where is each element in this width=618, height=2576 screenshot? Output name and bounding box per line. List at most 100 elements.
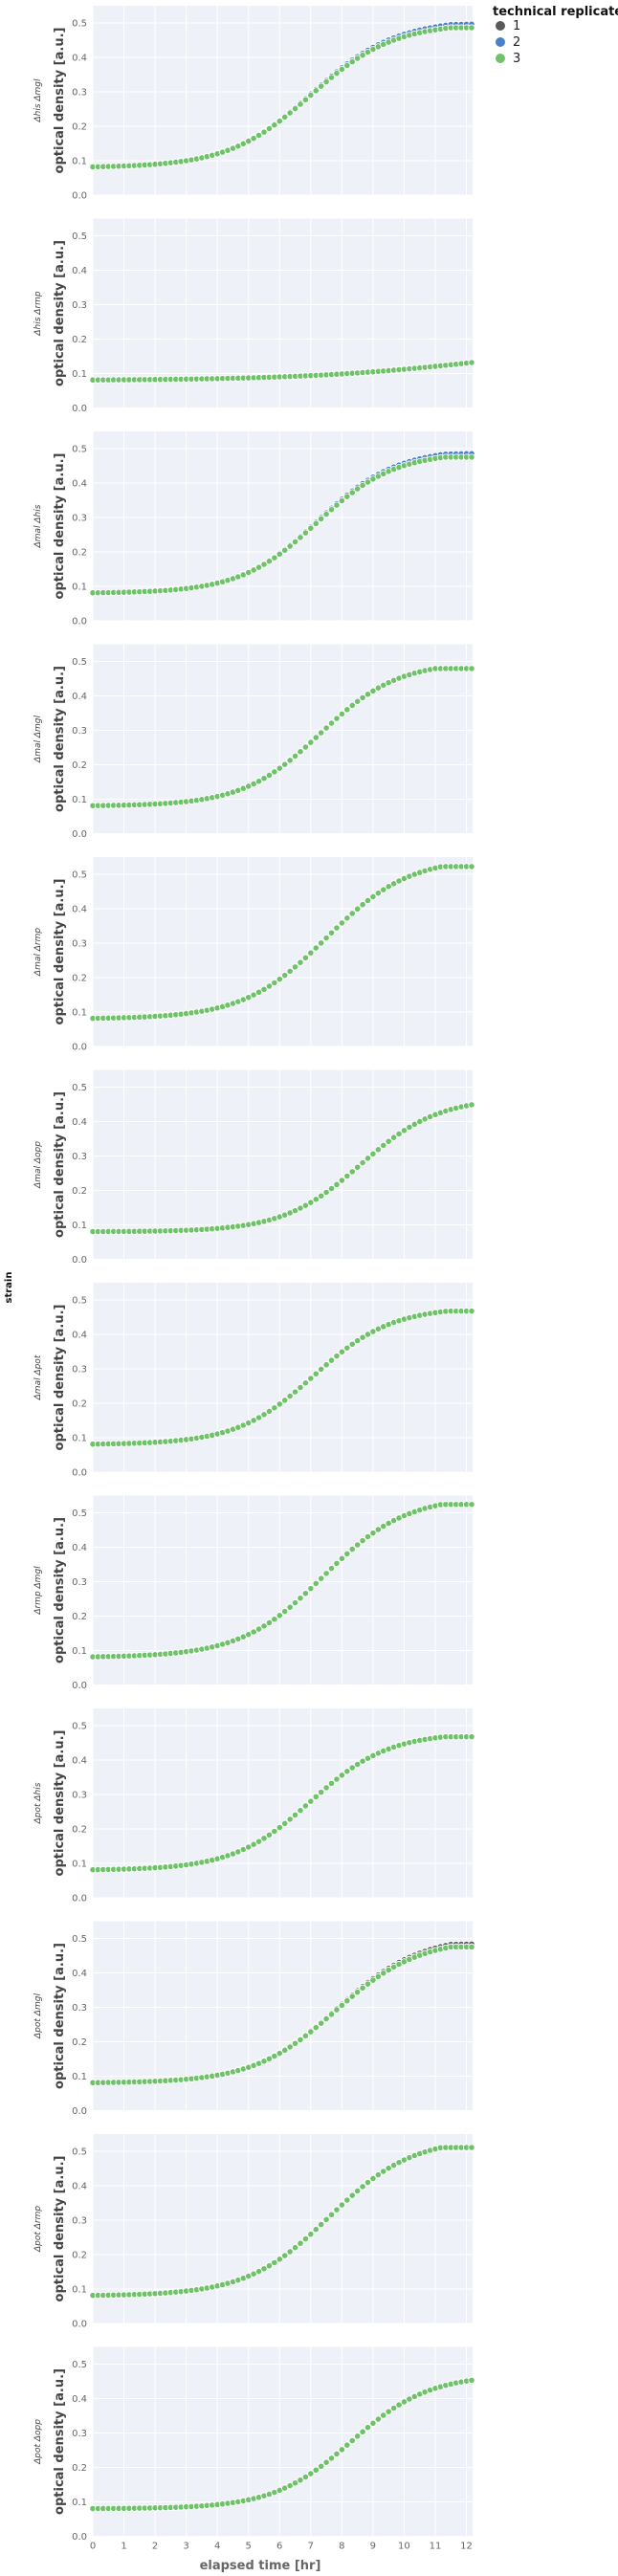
y-tick-label: 0.3	[72, 726, 87, 737]
data-point	[359, 1984, 366, 1992]
data-point	[348, 489, 356, 496]
data-point	[312, 519, 320, 527]
data-point	[374, 890, 382, 897]
data-point	[291, 963, 299, 971]
y-tick-label: 0.4	[72, 1756, 87, 1767]
data-point	[359, 1537, 366, 1545]
data-point	[354, 1989, 362, 1996]
data-point	[318, 939, 325, 947]
data-point	[322, 1361, 330, 1369]
data-point	[333, 1559, 341, 1568]
y-tick-label: 0.0	[72, 1681, 87, 1691]
data-point	[250, 135, 257, 143]
data-point	[348, 2436, 356, 2445]
data-point	[250, 1417, 257, 1424]
data-point	[281, 972, 289, 980]
x-tick-label: 3	[183, 2542, 188, 2552]
strain-label: Δmal Δpot	[33, 1354, 43, 1400]
data-point	[364, 1980, 372, 1988]
y-tick-label: 0.1	[72, 1646, 87, 1657]
data-point	[245, 138, 253, 145]
y-tick-label: 0.0	[72, 617, 87, 627]
y-tick-label: 0.1	[72, 795, 87, 805]
data-point	[468, 1733, 475, 1741]
y-tick-label: 0.4	[72, 1543, 87, 1553]
facet-panel: 0.0 0.1 0.2 0.3 0.4 0.5 optical density [a.u.]…	[33, 1495, 475, 1691]
y-tick-label: 0.5	[72, 870, 87, 881]
x-tick-label: 10	[398, 2542, 410, 2552]
data-point	[364, 1532, 372, 1541]
data-point	[354, 485, 362, 493]
data-point	[354, 2433, 362, 2440]
data-point	[301, 2473, 310, 2481]
data-point	[265, 2262, 274, 2270]
data-point	[265, 558, 274, 565]
y-tick-label: 0.5	[72, 19, 87, 30]
data-point	[260, 1835, 268, 1842]
y-tick-label: 0.3	[72, 2216, 87, 2227]
data-point	[359, 52, 366, 59]
data-point	[364, 896, 372, 905]
data-point	[254, 778, 263, 785]
data-point	[254, 988, 263, 996]
data-point	[338, 1177, 345, 1184]
facet-panel: 0.0 0.1 0.2 0.3 0.4 0.5 optical density [a.u.]…	[33, 1921, 475, 2117]
data-point	[327, 1779, 336, 1788]
y-tick-label: 0.5	[72, 1083, 87, 1093]
data-point	[297, 1383, 304, 1392]
data-point	[369, 1976, 377, 1984]
panel-background	[93, 1069, 473, 1260]
data-points	[89, 359, 475, 384]
data-point	[271, 2052, 278, 2060]
y-tick-label: 0.1	[72, 157, 87, 167]
data-points	[89, 665, 475, 809]
y-tick-label: 0.1	[72, 2072, 87, 2082]
data-point	[265, 1407, 274, 1416]
facet-panel: 0.0 0.1 0.2 0.3 0.4 0.5 optical density [a.u.]…	[33, 431, 475, 627]
y-tick-label: 0.5	[72, 1296, 87, 1307]
data-point	[348, 910, 356, 917]
data-point	[369, 1530, 377, 1537]
data-point	[343, 2441, 351, 2449]
data-point	[380, 1970, 387, 1977]
strain-facet-label: strain	[4, 1272, 14, 1304]
data-point	[322, 934, 330, 942]
data-point	[354, 1336, 362, 1345]
y-tick-label: 0.5	[72, 445, 87, 455]
data-point	[291, 752, 299, 760]
data-point	[327, 74, 336, 81]
y-tick-label: 0.2	[72, 335, 87, 345]
y-tick-label: 0.5	[72, 1934, 87, 1945]
y-tick-label: 0.0	[72, 1468, 87, 1479]
data-point	[312, 1579, 320, 1588]
data-point	[297, 958, 304, 966]
data-point	[327, 2455, 336, 2462]
data-point	[338, 65, 345, 74]
y-axis-title: optical density [a.u.]	[53, 1091, 67, 1238]
data-point	[374, 2171, 382, 2179]
data-point	[307, 1199, 315, 1206]
strain-label: Δmal Δrmp	[33, 928, 43, 977]
data-point	[318, 729, 325, 737]
data-point	[333, 70, 341, 77]
data-point	[322, 724, 330, 732]
data-point	[276, 118, 283, 125]
data-point	[297, 2477, 304, 2484]
data-point	[271, 768, 278, 776]
data-point	[312, 734, 320, 741]
data-point	[312, 2466, 320, 2474]
data-point	[348, 1764, 356, 1772]
data-point	[291, 1598, 299, 1607]
data-point	[343, 1344, 351, 1352]
data-point	[312, 87, 320, 95]
data-point	[271, 121, 278, 129]
data-point	[348, 1340, 356, 1348]
data-point	[312, 944, 320, 952]
data-point	[307, 949, 315, 957]
data-point	[338, 2446, 345, 2454]
data-points	[89, 450, 475, 597]
data-point	[333, 1180, 341, 1188]
strain-label: Δrmp Δmgl	[33, 1566, 43, 1616]
data-point	[468, 2144, 475, 2151]
